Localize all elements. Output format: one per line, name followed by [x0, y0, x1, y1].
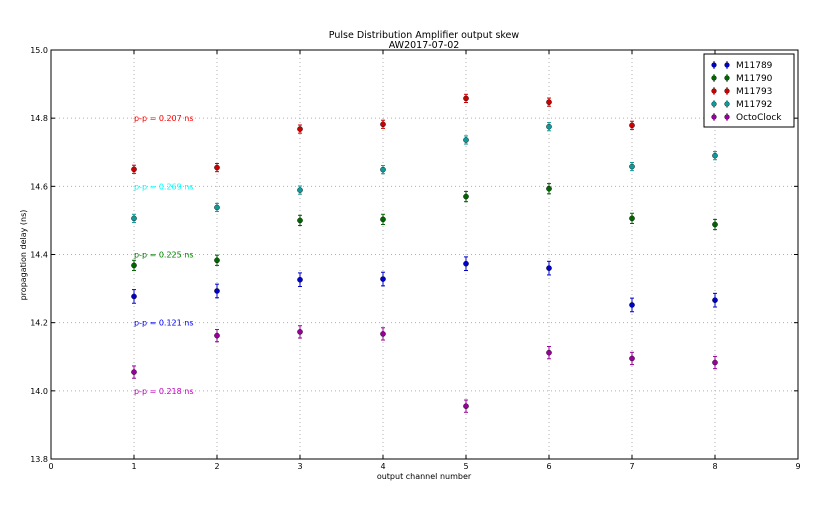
data-point — [546, 99, 552, 105]
y-tick-label: 15.0 — [30, 46, 48, 55]
data-point — [380, 216, 386, 223]
data-point — [463, 403, 469, 409]
legend-marker — [711, 101, 717, 107]
y-tick-label: 14.8 — [30, 114, 48, 123]
data-point — [214, 257, 220, 264]
series-m11790 — [131, 183, 718, 272]
legend-marker — [724, 62, 730, 68]
data-point — [629, 122, 635, 129]
x-tick-label: 9 — [795, 462, 800, 471]
peak-to-peak-annotation: p-p = 0.218 ns — [134, 387, 194, 396]
data-point — [297, 217, 303, 224]
x-tick-label: 6 — [546, 462, 551, 471]
legend-marker — [711, 88, 717, 94]
data-point — [463, 193, 469, 200]
data-point — [629, 355, 635, 362]
legend-label: M11790 — [736, 74, 773, 84]
plot-frame — [50, 49, 799, 460]
legend-label: M11792 — [736, 100, 772, 110]
legend-marker — [711, 114, 717, 120]
data-point — [712, 221, 718, 228]
y-tick-label: 14.6 — [30, 182, 48, 191]
data-point — [214, 288, 220, 294]
data-point — [463, 260, 469, 267]
x-tick-label: 1 — [131, 462, 136, 471]
peak-to-peak-annotation: p-p = 0.207 ns — [134, 114, 194, 123]
data-point — [712, 297, 718, 303]
x-tick-label: 3 — [297, 462, 302, 471]
series-points — [131, 93, 718, 413]
x-tick-label: 2 — [214, 462, 219, 471]
chart-subtitle: AW2017-07-02 — [389, 40, 460, 51]
y-tick-label: 14.2 — [30, 319, 48, 328]
data-point — [380, 331, 386, 337]
axis-ticks: 0 1 2 3 4 5 6 7 8 9 13.8 14.0 14.2 14.4 14.6 14.8 15.0 — [30, 46, 800, 471]
data-point — [546, 265, 552, 271]
data-point — [380, 166, 386, 173]
legend: M11789 M11790 M11793 M11792 OctoClock — [703, 53, 795, 128]
x-axis-label: output channel number — [377, 472, 472, 481]
legend-marker — [711, 62, 717, 68]
x-tick-label: 4 — [380, 462, 385, 471]
legend-label: OctoClock — [736, 113, 782, 123]
data-point — [463, 95, 469, 102]
legend-marker — [724, 88, 730, 94]
data-point — [131, 262, 137, 269]
data-point — [712, 152, 718, 159]
legend-marker — [711, 75, 717, 81]
data-point — [214, 332, 220, 339]
peak-to-peak-annotation: p-p = 0.269 ns — [134, 182, 194, 191]
data-point — [131, 369, 137, 375]
data-point — [463, 137, 469, 143]
series-m11789 — [131, 256, 718, 313]
y-tick-label: 14.0 — [30, 387, 48, 396]
legend-marker — [724, 101, 730, 107]
peak-to-peak-annotation: p-p = 0.225 ns — [134, 251, 194, 260]
data-point — [131, 293, 137, 300]
data-point — [629, 163, 635, 170]
data-point — [546, 185, 552, 192]
data-point — [131, 166, 137, 173]
data-point — [297, 276, 303, 283]
data-point — [546, 349, 552, 356]
legend-marker — [724, 75, 730, 81]
data-point — [629, 215, 635, 222]
data-point — [712, 359, 718, 366]
data-point — [214, 164, 220, 171]
series-m11793 — [131, 93, 718, 174]
x-tick-label: 0 — [48, 462, 53, 471]
data-point — [131, 215, 137, 222]
data-point — [297, 126, 303, 132]
x-tick-label: 7 — [629, 462, 634, 471]
data-point — [546, 123, 552, 130]
series-octoclock — [131, 325, 718, 413]
legend-label: M11789 — [736, 61, 773, 71]
legend-marker — [724, 114, 730, 120]
chart-title: Pulse Distribution Amplifier output skew — [329, 30, 520, 41]
y-axis-label: propagation delay (ns) — [19, 210, 28, 301]
data-point — [214, 204, 220, 211]
legend-box — [703, 53, 795, 128]
series-m11792 — [131, 122, 718, 223]
y-tick-label: 13.8 — [30, 455, 48, 464]
legend-label: M11793 — [736, 87, 772, 97]
x-tick-label: 5 — [463, 462, 468, 471]
data-point — [380, 121, 386, 128]
data-point — [380, 276, 386, 282]
annotations: p-p = 0.207 ns p-p = 0.269 ns p-p = 0.225 … — [134, 114, 194, 396]
y-tick-label: 14.4 — [30, 251, 48, 260]
data-point — [297, 329, 303, 335]
data-point — [629, 302, 635, 308]
x-tick-label: 8 — [712, 462, 717, 471]
data-point — [297, 187, 303, 193]
peak-to-peak-annotation: p-p = 0.121 ns — [134, 319, 194, 328]
